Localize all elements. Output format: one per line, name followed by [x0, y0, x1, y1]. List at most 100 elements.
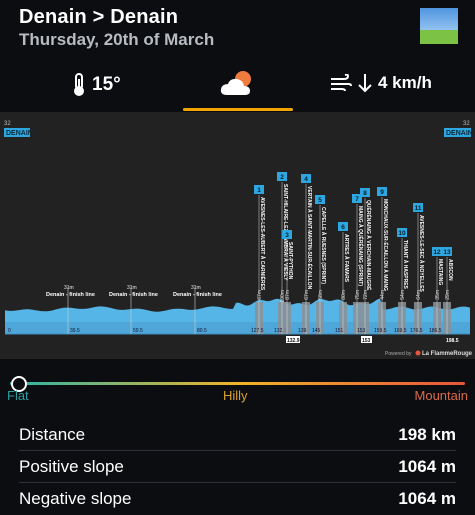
sector-name: AVESNES-LES-AUBERT À CARNIÈRES	[259, 197, 267, 291]
sector-number-tag[interactable]	[315, 195, 325, 204]
sector-number: 12	[433, 249, 441, 256]
sector-altitude: 35m	[435, 290, 441, 300]
wind-direction-arrow-icon	[358, 74, 372, 93]
finish-passage-altitude: 31m	[64, 285, 74, 291]
sector-number: 4	[304, 176, 308, 183]
tab-temperature[interactable]: 15°	[72, 73, 121, 97]
sector-altitude: 64m	[416, 290, 422, 300]
sector-altitude: 44m	[380, 290, 386, 300]
km-marker-box	[286, 336, 300, 343]
sector-name: SAINT-PYTHON	[287, 242, 293, 280]
sector-number: 11	[415, 205, 422, 212]
label-hilly: Hilly	[223, 388, 248, 403]
sector-altitude: 75m	[355, 290, 361, 300]
partly-cloudy-icon	[220, 71, 251, 95]
sector-number-tag[interactable]	[360, 188, 370, 197]
sector-altitude: 87m	[285, 290, 291, 300]
sector-altitude: 29m	[445, 290, 451, 300]
sector-number-tag[interactable]	[301, 174, 311, 183]
start-km: 0	[8, 328, 11, 334]
difficulty-scale: Flat Hilly Mountain	[0, 376, 475, 406]
sector-number: 9	[380, 189, 384, 196]
landscape-thumbnail-icon[interactable]	[420, 8, 458, 44]
brand-name[interactable]: La FlammeRouge	[422, 351, 473, 357]
start-label: DENAIN	[6, 130, 33, 137]
sector-km: 186.5	[429, 328, 442, 334]
sector-number-tag[interactable]	[254, 185, 264, 194]
sector-altitude: 100m	[280, 290, 286, 303]
stat-negative-slope: Negative slope 1064 m	[19, 483, 456, 515]
start-tag	[4, 128, 30, 137]
finish-passage-name: Denain - finish line	[173, 292, 222, 298]
finish-passage-km: 39.5	[70, 328, 80, 334]
finish-tag	[444, 128, 471, 137]
sector-altitude: 54m	[400, 290, 406, 300]
sector-number-tag[interactable]	[377, 187, 387, 196]
km-marker-text: 132.9	[287, 338, 300, 344]
sector-name: VERTAIN À SAINT-MARTIN-SUR-ÉCAILLON	[306, 186, 314, 290]
max-altitude-right: 32	[463, 121, 470, 127]
max-altitude-left: 32	[4, 121, 11, 127]
wind-icon	[331, 74, 352, 92]
finish-km: 198.5	[446, 338, 459, 344]
sector-name: THIANT À HASPRES	[402, 240, 409, 290]
sector-number-tag[interactable]	[442, 247, 452, 256]
sector-number-tag[interactable]	[352, 194, 362, 203]
sector-name: MAING À QUÉRÉNAING (SPRINT)	[357, 206, 365, 286]
sector-number: 6	[341, 224, 345, 231]
sector-number: 7	[355, 196, 359, 203]
weather-bar: 15° 4 km/h	[0, 62, 475, 112]
finish-passage-name: Denain - finish line	[109, 292, 158, 298]
stat-value: 1064 m	[398, 457, 456, 476]
thermometer-icon	[74, 73, 84, 96]
active-tab-indicator	[183, 108, 293, 111]
sector-number: 5	[318, 197, 322, 204]
sector-altitude: 58m	[318, 290, 324, 300]
sector-altitude: 67m	[304, 290, 310, 300]
sector-name: ABSCON	[447, 259, 453, 281]
flame-logo-icon	[415, 350, 421, 356]
finish-passage-km: 80.5	[197, 328, 207, 334]
sector-number-tag[interactable]	[338, 222, 348, 231]
difficulty-marker[interactable]	[11, 376, 27, 392]
sector-number: 2	[280, 174, 284, 181]
label-mountain: Mountain	[414, 388, 468, 403]
stat-label: Distance	[19, 425, 86, 444]
sector-number-tag[interactable]	[397, 228, 407, 237]
tab-wind[interactable]: 4 km/h	[330, 73, 432, 93]
sector-number-tag[interactable]	[277, 172, 287, 181]
sector-number: 8	[363, 190, 367, 197]
finish-passage-km: 59.5	[133, 328, 143, 334]
sector-km: 176.5	[410, 328, 423, 334]
stat-value: 1064 m	[398, 489, 456, 508]
wind-speed-value: 4 km/h	[378, 73, 432, 92]
elevation-profile[interactable]: 31m Denain - finish line 39.5 31m Denain - f…	[0, 112, 475, 359]
sector-number: 1	[257, 187, 261, 194]
sector-km: 132.9	[274, 328, 287, 334]
sector-number: 3	[285, 232, 289, 239]
sector-number: 10	[398, 230, 406, 237]
stat-label: Negative slope	[19, 489, 132, 508]
tab-sky-condition[interactable]	[219, 69, 255, 102]
finish-passage-altitude: 31m	[127, 285, 137, 291]
stat-value: 198 km	[398, 425, 456, 444]
difficulty-gradient-bar	[10, 382, 465, 385]
sector-number-tag[interactable]	[432, 247, 442, 256]
temperature-value: 15°	[92, 74, 121, 95]
sector-number-tag[interactable]	[413, 203, 423, 212]
sector-name: ARTRES À FAMARS	[343, 234, 350, 283]
sector-name: MASTAING	[437, 259, 443, 285]
label-flat: Flat	[7, 388, 29, 403]
sector-number-tag[interactable]	[282, 230, 292, 239]
sector-number: 13	[443, 249, 451, 256]
sector-km: 151	[335, 328, 344, 334]
sector-altitude: 80m	[341, 290, 347, 300]
finish-passage-altitude: 31m	[191, 285, 201, 291]
sector-name: MONCHAUX-SUR-ÉCAILLON À MAING	[382, 199, 390, 291]
sector-name: CAPELLE À RUESNES (SPRINT)	[320, 207, 327, 284]
sector-name: QUÉRÉNAING À VERCHAIN-MAUGRÉ	[365, 200, 373, 291]
sector-km: 153	[357, 328, 366, 334]
stat-distance: Distance 198 km	[19, 419, 456, 451]
page-title: Denain > Denain	[19, 6, 179, 28]
